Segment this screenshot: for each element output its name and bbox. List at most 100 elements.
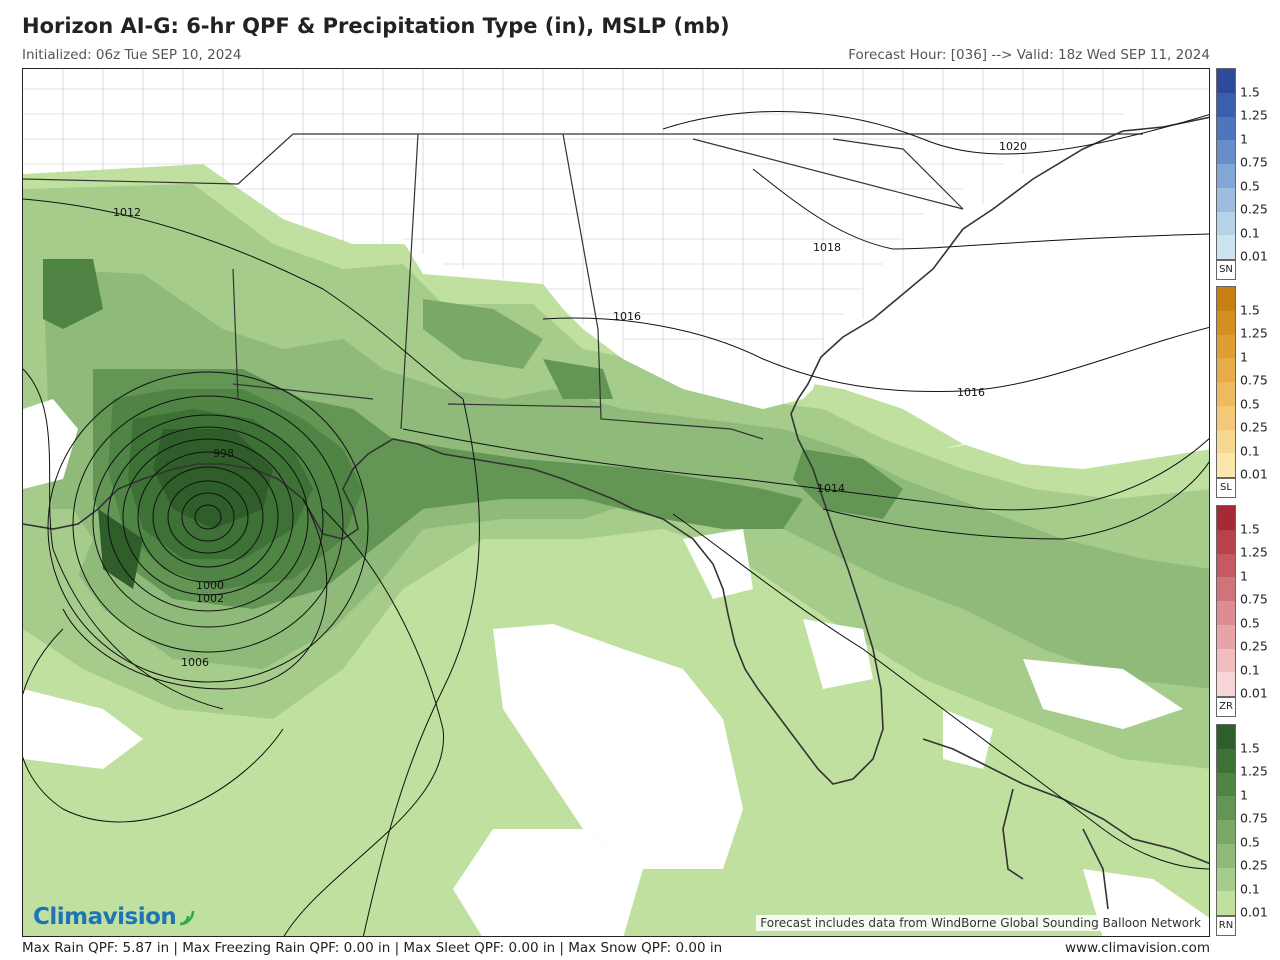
precip-legend: 1.5 1.25 1 0.75 0.5 0.25 0.1 0.01 SN 1.5 1.25 1 0.… <box>1216 68 1278 938</box>
isobar-label: 1012 <box>113 206 141 219</box>
legend-snow: 1.5 1.25 1 0.75 0.5 0.25 0.1 0.01 SN <box>1216 68 1278 280</box>
signal-icon <box>180 910 195 926</box>
legend-swatch <box>1217 334 1235 359</box>
legend-freezing-rain: 1.5 1.25 1 0.75 0.5 0.25 0.1 0.01 ZR <box>1216 505 1278 717</box>
legend-swatch <box>1217 140 1235 164</box>
legend-swatch <box>1217 867 1235 892</box>
legend-tick-label: 1.25 <box>1240 544 1268 560</box>
legend-swatch <box>1217 672 1235 696</box>
legend-swatch <box>1217 601 1235 625</box>
valid-time: Forecast Hour: [036] --> Valid: 18z Wed … <box>848 47 1210 63</box>
legend-tick-label: 0.25 <box>1240 857 1268 873</box>
legend-tick-label: 1.5 <box>1240 84 1260 100</box>
legend-swatch <box>1217 358 1235 382</box>
legend-bar-freezing-rain <box>1216 505 1236 697</box>
isobar-label: 1016 <box>613 310 641 323</box>
forecast-map: 1012 1020 1018 1016 1016 1014 998 1000 1… <box>22 68 1210 937</box>
legend-tick-label: 0.1 <box>1240 225 1260 241</box>
legend-tick-label: 1.5 <box>1240 302 1260 318</box>
legend-tick-label: 0.25 <box>1240 419 1268 435</box>
climavision-logo: Climavision <box>33 904 198 930</box>
initialized-time: Initialized: 06z Tue SEP 10, 2024 <box>22 47 242 63</box>
legend-tick-label: 0.75 <box>1240 810 1268 826</box>
data-credit: Forecast includes data from WindBorne Gl… <box>756 915 1205 931</box>
legend-tick-label: 1.25 <box>1240 107 1268 123</box>
legend-bar-rain <box>1216 724 1236 916</box>
isobar-label: 1018 <box>813 241 841 254</box>
legend-tick-label: 0.75 <box>1240 591 1268 607</box>
legend-swatch <box>1217 211 1235 236</box>
legend-swatch <box>1217 772 1235 797</box>
state-borders <box>23 133 1143 440</box>
legend-tick-label: 0.01 <box>1240 466 1268 482</box>
legend-tick-label: 1 <box>1240 787 1248 803</box>
logo-text: Climavision <box>33 904 177 930</box>
isobar-label: 1000 <box>196 579 224 592</box>
legend-swatch <box>1217 164 1235 188</box>
legend-swatch <box>1217 725 1235 749</box>
legend-tick-label: 0.1 <box>1240 881 1260 897</box>
legend-tick-label: 1.5 <box>1240 740 1260 756</box>
legend-code-sleet: SL <box>1216 478 1236 498</box>
map-canvas: 1012 1020 1018 1016 1016 1014 998 1000 1… <box>23 69 1209 936</box>
isobar-label: 1006 <box>181 656 209 669</box>
legend-swatch <box>1217 624 1235 649</box>
precip-field <box>23 164 1209 936</box>
county-lines <box>23 69 1209 404</box>
legend-tick-label: 0.75 <box>1240 372 1268 388</box>
legend-swatch <box>1217 553 1235 578</box>
legend-swatch <box>1217 69 1235 93</box>
legend-swatch <box>1217 116 1235 141</box>
legend-tick-label: 1 <box>1240 568 1248 584</box>
legend-tick-label: 0.25 <box>1240 201 1268 217</box>
isobars <box>23 111 1209 936</box>
legend-swatch <box>1217 287 1235 311</box>
isobar-label: 1002 <box>196 592 224 605</box>
legend-swatch <box>1217 796 1235 820</box>
legend-code-freezing-rain: ZR <box>1216 697 1236 717</box>
legend-swatch <box>1217 648 1235 673</box>
legend-tick-label: 1.5 <box>1240 521 1260 537</box>
legend-tick-label: 0.5 <box>1240 834 1260 850</box>
legend-code-rain: RN <box>1216 916 1236 936</box>
legend-swatch <box>1217 310 1235 335</box>
legend-tick-label: 0.01 <box>1240 685 1268 701</box>
legend-tick-label: 1 <box>1240 131 1248 147</box>
legend-tick-label: 0.25 <box>1240 638 1268 654</box>
legend-swatch <box>1217 382 1235 406</box>
isobar-label: 998 <box>213 447 234 460</box>
legend-tick-label: 0.01 <box>1240 904 1268 920</box>
isobar-labels: 1012 1020 1018 1016 1016 1014 998 1000 1… <box>113 140 1027 669</box>
legend-bar-snow <box>1216 68 1236 260</box>
legend-sleet: 1.5 1.25 1 0.75 0.5 0.25 0.1 0.01 SL <box>1216 286 1278 498</box>
legend-tick-label: 0.5 <box>1240 615 1260 631</box>
legend-swatch <box>1217 453 1235 477</box>
legend-swatch <box>1217 187 1235 212</box>
isobar-label: 1020 <box>999 140 1027 153</box>
website-link[interactable]: www.climavision.com <box>1065 940 1210 956</box>
legend-swatch <box>1217 891 1235 915</box>
legend-tick-label: 1.25 <box>1240 763 1268 779</box>
legend-tick-label: 0.75 <box>1240 154 1268 170</box>
legend-swatch <box>1217 506 1235 530</box>
legend-tick-label: 0.01 <box>1240 248 1268 264</box>
legend-swatch <box>1217 843 1235 868</box>
legend-swatch <box>1217 748 1235 773</box>
legend-tick-label: 0.5 <box>1240 178 1260 194</box>
legend-code-snow: SN <box>1216 260 1236 280</box>
map-title: Horizon AI-G: 6-hr QPF & Precipitation T… <box>22 14 730 38</box>
isobar-label: 1014 <box>817 482 845 495</box>
legend-tick-label: 1.25 <box>1240 325 1268 341</box>
legend-swatch <box>1217 92 1235 117</box>
legend-swatch <box>1217 820 1235 844</box>
legend-swatch <box>1217 429 1235 454</box>
legend-swatch <box>1217 529 1235 554</box>
isobar-label: 1016 <box>957 386 985 399</box>
legend-swatch <box>1217 405 1235 430</box>
legend-tick-label: 0.1 <box>1240 662 1260 678</box>
legend-tick-label: 0.5 <box>1240 396 1260 412</box>
legend-swatch <box>1217 235 1235 259</box>
legend-tick-label: 1 <box>1240 349 1248 365</box>
max-qpf-stats: Max Rain QPF: 5.87 in | Max Freezing Rai… <box>22 940 723 956</box>
legend-tick-label: 0.1 <box>1240 443 1260 459</box>
